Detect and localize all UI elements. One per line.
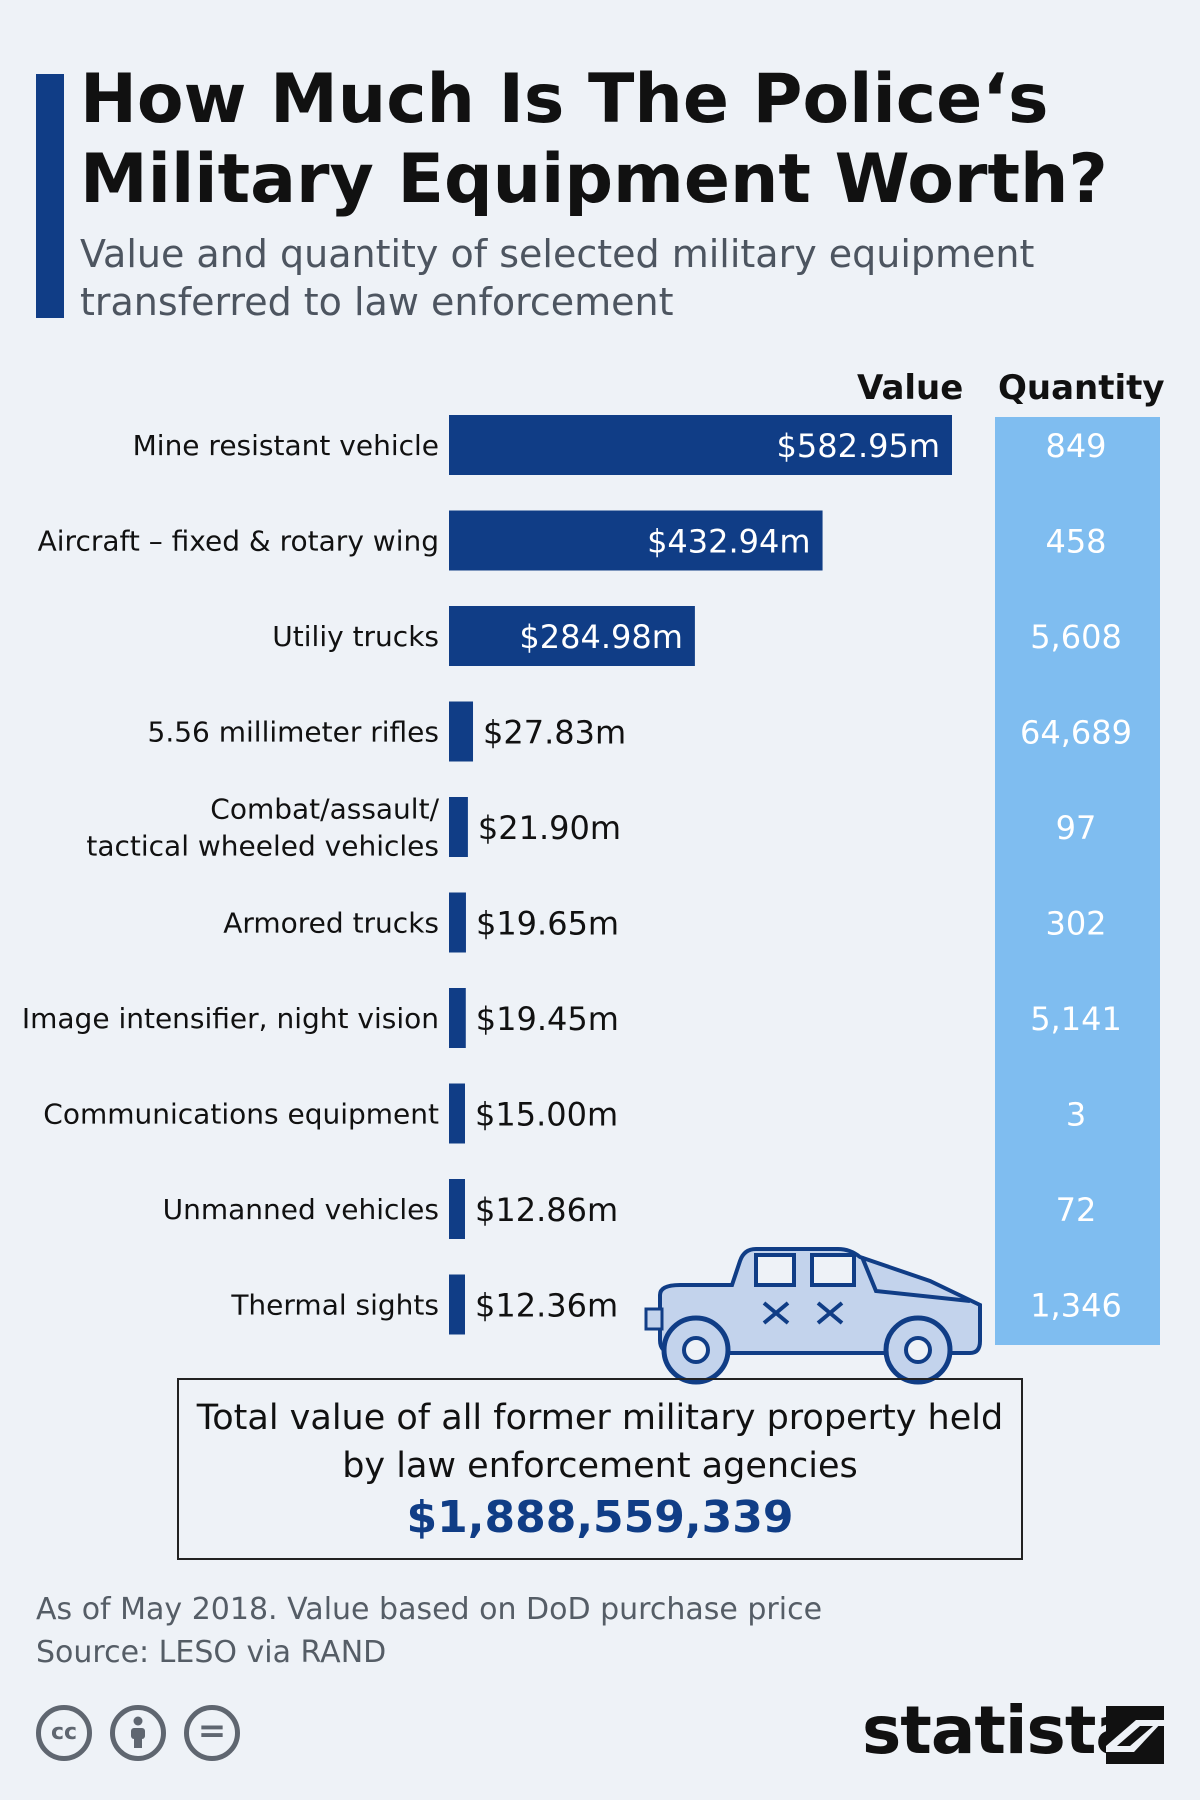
- category-label-line: Mine resistant vehicle: [133, 429, 439, 462]
- vehicle-illustration: [644, 1247, 982, 1385]
- value-bar: [449, 892, 466, 953]
- value-label: $27.83m: [483, 714, 626, 752]
- vehicle-window-2: [810, 1253, 856, 1287]
- total-caption-line-1: Total value of all former military prope…: [196, 1398, 1004, 1438]
- total-value: $1,888,559,339: [406, 1492, 794, 1543]
- footnote: As of May 2018. Value based on DoD purch…: [36, 1588, 822, 1674]
- vehicle-window-1: [754, 1253, 796, 1287]
- category-label: Thermal sights: [230, 1289, 439, 1322]
- value-bar: [449, 606, 695, 666]
- category-label: Unmanned vehicles: [163, 1193, 439, 1226]
- category-label: Communications equipment: [43, 1098, 439, 1131]
- category-label: Utiliy trucks: [272, 620, 439, 653]
- category-label-line: Communications equipment: [43, 1098, 439, 1131]
- value-label: $284.98m: [519, 618, 683, 656]
- total-value-box: Total value of all former military prope…: [177, 1378, 1023, 1560]
- quantity-label: 97: [1056, 809, 1097, 847]
- quantity-label: 849: [1045, 427, 1106, 465]
- vehicle-bumper: [644, 1307, 664, 1331]
- value-label: $12.36m: [475, 1287, 618, 1325]
- value-label: $12.86m: [475, 1191, 618, 1229]
- vehicle-x-marks: [762, 1301, 844, 1325]
- category-label: Combat/assault/tactical wheeled vehicles: [86, 793, 439, 863]
- footnote-note: As of May 2018. Value based on DoD purch…: [36, 1592, 823, 1627]
- category-label-line: Unmanned vehicles: [163, 1193, 439, 1226]
- page-title: How Much Is The Police‘s Military Equipm…: [80, 60, 1180, 220]
- category-label-line: Image intensifier, night vision: [22, 1002, 439, 1035]
- title-line-2: Military Equipment Worth?: [80, 140, 1108, 219]
- quantity-label: 72: [1056, 1191, 1097, 1229]
- value-bar: [449, 797, 468, 857]
- value-column-header: Value: [857, 368, 964, 408]
- value-label: $15.00m: [475, 1096, 618, 1134]
- quantity-label: 1,346: [1030, 1287, 1122, 1325]
- total-caption: Total value of all former military prope…: [179, 1394, 1021, 1490]
- value-label: $19.65m: [476, 905, 619, 943]
- value-bar: [449, 510, 823, 571]
- value-label: $432.94m: [647, 523, 811, 561]
- value-label: $582.95m: [777, 427, 941, 465]
- statista-logo[interactable]: statista: [862, 1692, 1140, 1769]
- category-label: Armored trucks: [223, 907, 439, 940]
- person-icon: [131, 1716, 145, 1748]
- attribution-icon[interactable]: [110, 1705, 166, 1761]
- value-bar: [449, 1274, 465, 1335]
- statista-logo-mark-icon: [1106, 1706, 1164, 1764]
- category-label-line: Armored trucks: [223, 907, 439, 940]
- subtitle: Value and quantity of selected military …: [80, 230, 1080, 326]
- category-label-line: Aircraft – fixed & rotary wing: [38, 525, 439, 558]
- quantity-label: 3: [1066, 1096, 1086, 1134]
- quantity-label: 5,141: [1030, 1000, 1122, 1038]
- category-label: 5.56 millimeter rifles: [148, 716, 440, 749]
- footnote-source: Source: LESO via RAND: [36, 1635, 387, 1670]
- title-line-1: How Much Is The Police‘s: [80, 60, 1049, 139]
- quantity-label: 302: [1045, 905, 1106, 943]
- subtitle-line-2: transferred to law enforcement: [80, 280, 674, 324]
- category-label-line: 5.56 millimeter rifles: [148, 716, 440, 749]
- quantity-column-background: [995, 417, 1160, 1345]
- cc-icon[interactable]: cc: [36, 1705, 92, 1761]
- value-label: $19.45m: [476, 1000, 619, 1038]
- category-label-line: Thermal sights: [230, 1289, 439, 1322]
- value-bar: [449, 701, 474, 762]
- value-bar: [449, 988, 466, 1048]
- quantity-label: 64,689: [1020, 714, 1132, 752]
- value-label: $21.90m: [478, 809, 621, 847]
- category-label: Image intensifier, night vision: [22, 1002, 439, 1035]
- subtitle-line-1: Value and quantity of selected military …: [80, 232, 1035, 276]
- vehicle-windshield: [860, 1256, 971, 1303]
- total-caption-line-2: by law enforcement agencies: [342, 1446, 858, 1486]
- quantity-column-header: Quantity: [998, 368, 1165, 408]
- quantity-label: 458: [1045, 523, 1106, 561]
- value-bar: [449, 1083, 465, 1144]
- category-label-line: Utiliy trucks: [272, 620, 439, 653]
- no-derivatives-icon[interactable]: =: [184, 1705, 240, 1761]
- vehicle-hub-rear: [904, 1336, 932, 1364]
- title-accent-bar: [36, 74, 64, 318]
- category-label: Mine resistant vehicle: [133, 429, 439, 462]
- value-bar: [449, 1179, 465, 1239]
- category-label-line: tactical wheeled vehicles: [86, 830, 439, 863]
- chart-rows: Mine resistant vehicle $582.95m 849 Aircraf…: [22, 415, 1132, 1335]
- category-label-line: Combat/assault/: [210, 793, 439, 826]
- value-bar: [449, 415, 952, 475]
- quantity-label: 5,608: [1030, 618, 1122, 656]
- vehicle-hub-front: [682, 1336, 710, 1364]
- category-label: Aircraft – fixed & rotary wing: [38, 525, 439, 558]
